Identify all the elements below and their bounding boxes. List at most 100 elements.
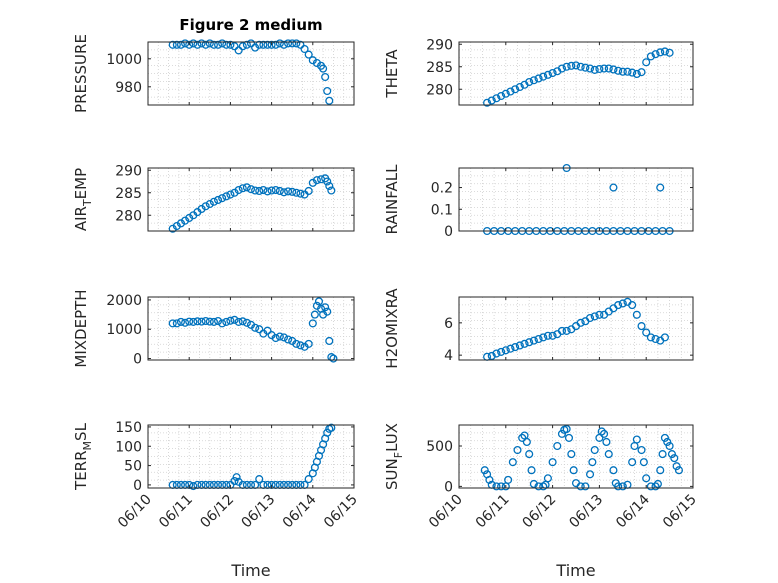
data-point bbox=[623, 67, 632, 76]
data-point bbox=[209, 317, 218, 326]
data-point bbox=[660, 47, 669, 56]
data-point bbox=[323, 86, 332, 96]
subplot-rainfall: 0 0.1 0.2 RAINFALL bbox=[383, 164, 694, 240]
data-point bbox=[251, 186, 260, 195]
y-axis-label: MIXDEPTH bbox=[72, 289, 90, 367]
data-point bbox=[288, 39, 297, 48]
y-axis-label-rest: LUX bbox=[383, 423, 401, 452]
y-tick-label: 290 bbox=[115, 163, 142, 179]
data-point bbox=[321, 303, 330, 312]
data-point bbox=[548, 69, 557, 78]
data-point bbox=[569, 466, 578, 475]
y-axis-label-main: SUN bbox=[383, 458, 401, 490]
data-point bbox=[628, 458, 637, 467]
data-point bbox=[263, 326, 272, 335]
data-point bbox=[632, 435, 641, 444]
data-point bbox=[193, 317, 202, 326]
y-axis-label-rest: SL bbox=[72, 422, 90, 441]
data-point bbox=[628, 301, 637, 310]
data-point bbox=[323, 428, 332, 437]
data-point bbox=[614, 301, 623, 310]
data-point bbox=[251, 323, 260, 332]
y-axis-label: THETA bbox=[383, 49, 401, 99]
subplot-h2omixra: 4 6 H2OMIXRA bbox=[383, 288, 694, 369]
data-point bbox=[672, 462, 681, 471]
data-point bbox=[168, 40, 177, 49]
data-point bbox=[255, 475, 264, 484]
data-point bbox=[543, 474, 552, 483]
data-point bbox=[674, 466, 684, 475]
y-tick-label: 500 bbox=[426, 439, 453, 455]
y-tick-label: 4 bbox=[444, 348, 453, 364]
data-point bbox=[218, 319, 227, 328]
y-tick-label: 1000 bbox=[106, 52, 142, 68]
data-point bbox=[279, 333, 289, 342]
data-point bbox=[226, 190, 235, 199]
data-point bbox=[604, 450, 613, 459]
data-point bbox=[325, 96, 334, 105]
data-point bbox=[255, 325, 264, 334]
data-point bbox=[327, 186, 336, 195]
data-point bbox=[576, 62, 585, 71]
y-tick-label: 0 bbox=[133, 352, 142, 368]
data-point bbox=[600, 429, 609, 438]
data-point bbox=[548, 458, 557, 467]
data-point bbox=[304, 339, 313, 348]
data-point bbox=[557, 64, 567, 73]
data-point bbox=[189, 39, 198, 48]
axes-frame bbox=[147, 424, 355, 489]
data-point bbox=[529, 479, 538, 489]
y-tick-label: 980 bbox=[115, 80, 142, 96]
y-axis-label: AIRTEMP bbox=[72, 168, 94, 231]
data-point bbox=[665, 441, 674, 451]
data-point bbox=[275, 332, 284, 341]
y-axis-label: H2OMIXRA bbox=[383, 288, 401, 369]
data-point bbox=[222, 317, 231, 326]
axes-frame bbox=[147, 167, 355, 232]
data-point bbox=[296, 189, 305, 198]
data-point bbox=[230, 315, 239, 324]
data-point bbox=[201, 316, 210, 326]
data-point bbox=[201, 40, 210, 49]
data-point bbox=[609, 65, 618, 74]
data-point bbox=[185, 40, 194, 49]
y-tick-label: 50 bbox=[124, 459, 142, 475]
data-point bbox=[279, 188, 289, 197]
data-point bbox=[637, 322, 646, 331]
data-point bbox=[292, 339, 301, 348]
data-point bbox=[323, 307, 332, 316]
data-point bbox=[259, 40, 268, 49]
data-point bbox=[656, 183, 665, 192]
data-point bbox=[548, 331, 557, 340]
data-point bbox=[543, 331, 552, 340]
grid bbox=[459, 425, 693, 488]
data-point bbox=[656, 48, 665, 57]
data-point bbox=[263, 40, 272, 49]
data-point bbox=[511, 343, 520, 352]
data-point bbox=[553, 441, 562, 451]
y-tick-label: 0 bbox=[133, 478, 142, 494]
data-point bbox=[515, 82, 524, 92]
data-point bbox=[325, 181, 334, 191]
data-point bbox=[658, 450, 667, 459]
data-point bbox=[205, 39, 214, 48]
data-point bbox=[292, 188, 301, 197]
y-tick-label: 280 bbox=[115, 208, 142, 224]
y-tick-label: 2000 bbox=[106, 293, 142, 309]
data-point bbox=[242, 40, 251, 49]
data-point bbox=[543, 70, 552, 79]
data-point bbox=[651, 50, 660, 59]
data-point bbox=[651, 482, 660, 491]
data-point bbox=[300, 44, 309, 54]
data-point bbox=[539, 333, 548, 342]
x-axis-label: Time bbox=[230, 561, 270, 580]
data-point bbox=[564, 433, 574, 442]
data-point bbox=[602, 437, 611, 447]
data-point bbox=[663, 437, 672, 447]
data-point bbox=[296, 40, 305, 49]
data-point bbox=[585, 64, 595, 73]
data-point bbox=[595, 310, 604, 319]
data-point bbox=[618, 67, 627, 76]
data-point bbox=[296, 341, 305, 350]
